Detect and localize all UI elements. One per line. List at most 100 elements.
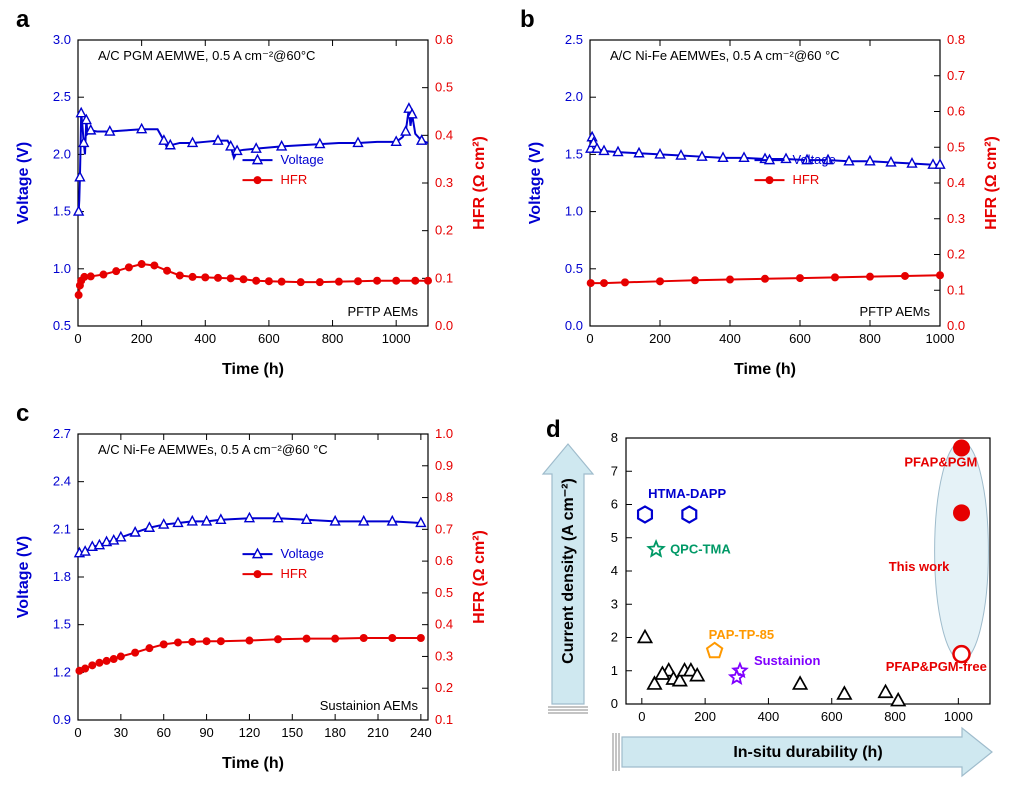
panel-c: c 03060901201501802102400.91.21.51.82.12… <box>8 400 494 780</box>
svg-text:0.1: 0.1 <box>435 270 453 285</box>
svg-text:0.2: 0.2 <box>947 247 965 262</box>
svg-text:0.4: 0.4 <box>435 617 453 632</box>
chart-a: 020040060080010000.51.01.52.02.53.00.00.… <box>8 24 494 384</box>
svg-text:400: 400 <box>194 331 216 346</box>
svg-text:Voltage (V): Voltage (V) <box>15 536 32 618</box>
svg-text:0.3: 0.3 <box>435 648 453 663</box>
svg-text:4: 4 <box>611 563 618 578</box>
svg-text:0: 0 <box>611 696 618 711</box>
svg-text:600: 600 <box>258 331 280 346</box>
svg-text:180: 180 <box>324 725 346 740</box>
svg-text:600: 600 <box>789 331 811 346</box>
svg-text:0: 0 <box>638 709 645 724</box>
svg-text:HFR (Ω cm²): HFR (Ω cm²) <box>983 136 1000 230</box>
svg-text:0.5: 0.5 <box>565 261 583 276</box>
svg-text:2.7: 2.7 <box>53 426 71 441</box>
svg-text:0: 0 <box>586 331 593 346</box>
panel-d: d 02004006008001000012345678Current dens… <box>520 400 1006 780</box>
svg-text:0.5: 0.5 <box>947 139 965 154</box>
svg-text:0.9: 0.9 <box>435 458 453 473</box>
svg-text:Sustainion: Sustainion <box>754 653 821 668</box>
svg-text:Voltage: Voltage <box>281 546 324 561</box>
svg-text:0.3: 0.3 <box>435 175 453 190</box>
svg-text:0.5: 0.5 <box>53 318 71 333</box>
svg-text:A/C Ni-Fe AEMWEs, 0.5 A cm⁻²@6: A/C Ni-Fe AEMWEs, 0.5 A cm⁻²@60 °C <box>610 48 840 63</box>
svg-text:1.5: 1.5 <box>53 617 71 632</box>
svg-text:2.5: 2.5 <box>565 32 583 47</box>
svg-text:Time (h): Time (h) <box>222 755 284 772</box>
svg-text:0.9: 0.9 <box>53 712 71 727</box>
svg-text:0: 0 <box>74 331 81 346</box>
svg-text:HFR: HFR <box>793 172 820 187</box>
svg-text:1.0: 1.0 <box>565 204 583 219</box>
svg-text:0.6: 0.6 <box>947 104 965 119</box>
chart-c: 03060901201501802102400.91.21.51.82.12.4… <box>8 418 494 778</box>
svg-text:In-situ durability (h): In-situ durability (h) <box>733 744 882 761</box>
svg-text:240: 240 <box>410 725 432 740</box>
svg-text:0: 0 <box>74 725 81 740</box>
svg-text:800: 800 <box>859 331 881 346</box>
svg-text:200: 200 <box>694 709 716 724</box>
svg-text:0.6: 0.6 <box>435 553 453 568</box>
svg-text:2.5: 2.5 <box>53 89 71 104</box>
svg-text:1.5: 1.5 <box>53 204 71 219</box>
svg-text:90: 90 <box>199 725 213 740</box>
svg-text:0.0: 0.0 <box>565 318 583 333</box>
svg-text:400: 400 <box>719 331 741 346</box>
svg-text:60: 60 <box>156 725 170 740</box>
svg-text:Voltage: Voltage <box>793 152 836 167</box>
svg-text:This work: This work <box>889 559 950 574</box>
svg-text:QPC-TMA: QPC-TMA <box>670 541 731 556</box>
svg-text:2: 2 <box>611 630 618 645</box>
chart-d: 02004006008001000012345678Current densit… <box>520 400 1006 780</box>
svg-text:200: 200 <box>649 331 671 346</box>
svg-text:HFR: HFR <box>281 172 308 187</box>
svg-text:0.7: 0.7 <box>947 68 965 83</box>
svg-text:3.0: 3.0 <box>53 32 71 47</box>
svg-text:0.1: 0.1 <box>947 282 965 297</box>
svg-text:Time (h): Time (h) <box>222 361 284 378</box>
svg-text:0.5: 0.5 <box>435 585 453 600</box>
svg-text:1000: 1000 <box>944 709 973 724</box>
svg-text:Sustainion AEMs: Sustainion AEMs <box>320 698 419 713</box>
svg-text:6: 6 <box>611 497 618 512</box>
svg-text:2.4: 2.4 <box>53 474 71 489</box>
svg-text:0.4: 0.4 <box>947 175 965 190</box>
svg-text:Voltage (V): Voltage (V) <box>15 142 32 224</box>
svg-text:800: 800 <box>322 331 344 346</box>
svg-text:0.5: 0.5 <box>435 80 453 95</box>
svg-text:0.4: 0.4 <box>435 127 453 142</box>
svg-text:PFAP&PGM: PFAP&PGM <box>904 454 977 469</box>
svg-text:PFTP AEMs: PFTP AEMs <box>859 304 930 319</box>
svg-text:120: 120 <box>239 725 261 740</box>
svg-text:0.3: 0.3 <box>947 211 965 226</box>
svg-text:A/C Ni-Fe AEMWEs, 0.5 A cm⁻²@6: A/C Ni-Fe AEMWEs, 0.5 A cm⁻²@60 °C <box>98 442 328 457</box>
svg-text:0.2: 0.2 <box>435 680 453 695</box>
svg-text:1.2: 1.2 <box>53 664 71 679</box>
svg-text:1.8: 1.8 <box>53 569 71 584</box>
svg-text:8: 8 <box>611 430 618 445</box>
svg-text:1.5: 1.5 <box>565 146 583 161</box>
svg-text:400: 400 <box>758 709 780 724</box>
chart-b: 020040060080010000.00.51.01.52.02.50.00.… <box>520 24 1006 384</box>
svg-text:2.0: 2.0 <box>565 89 583 104</box>
svg-text:0.8: 0.8 <box>435 490 453 505</box>
svg-text:0.0: 0.0 <box>947 318 965 333</box>
svg-text:1000: 1000 <box>926 331 955 346</box>
svg-text:0.1: 0.1 <box>435 712 453 727</box>
panel-b: b 020040060080010000.00.51.01.52.02.50.0… <box>520 6 1006 386</box>
svg-text:1.0: 1.0 <box>53 261 71 276</box>
svg-text:Voltage: Voltage <box>281 152 324 167</box>
svg-text:0.0: 0.0 <box>435 318 453 333</box>
svg-text:PFAP&PGM-free: PFAP&PGM-free <box>886 659 987 674</box>
svg-text:PFTP AEMs: PFTP AEMs <box>347 304 418 319</box>
svg-text:HFR: HFR <box>281 566 308 581</box>
svg-text:1000: 1000 <box>382 331 411 346</box>
svg-text:2.0: 2.0 <box>53 146 71 161</box>
svg-text:7: 7 <box>611 463 618 478</box>
panel-a: a 020040060080010000.51.01.52.02.53.00.0… <box>8 6 494 386</box>
svg-text:1.0: 1.0 <box>435 426 453 441</box>
svg-text:Voltage (V): Voltage (V) <box>527 142 544 224</box>
svg-text:A/C PGM AEMWE, 0.5 A cm⁻²@60°C: A/C PGM AEMWE, 0.5 A cm⁻²@60°C <box>98 48 315 63</box>
svg-text:150: 150 <box>281 725 303 740</box>
